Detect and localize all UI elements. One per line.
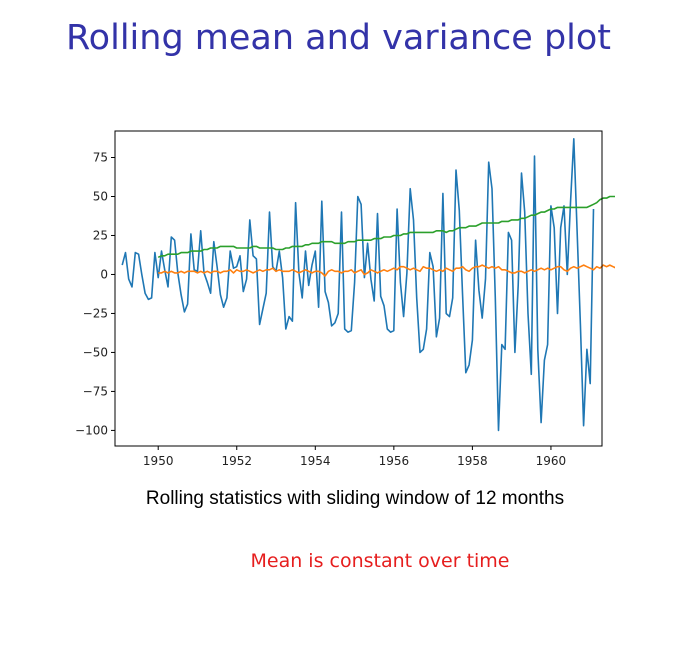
x-tick-label: 1950 [143,454,174,468]
series-layer [121,137,615,432]
y-tick-label: −25 [83,306,108,320]
slide-title: Rolling mean and variance plot [65,18,612,58]
observation-note: Mean is constant over time [250,550,510,572]
chart-caption: Rolling statistics with sliding window o… [145,488,565,509]
x-tick-label: 1958 [457,454,488,468]
x-tick-label: 1956 [379,454,410,468]
y-tick-label: 0 [100,267,108,281]
y-tick-label: −75 [83,384,108,398]
plot-frame [114,130,603,447]
rolling-stats-chart: 1950 1952 1954 1956 1958 1960 75 50 25 0 −25 −50 −7… [75,130,615,468]
series-line-1 [121,137,595,432]
y-tick-label: 75 [93,151,108,165]
y-tick-label: 25 [93,228,108,242]
x-tick-label: 1960 [536,454,567,468]
series-line-2 [158,264,615,277]
y-axis: 75 50 25 0 −25 −50 −75 −100 [75,151,115,437]
y-tick-label: −100 [75,423,108,437]
x-tick-label: 1954 [300,454,331,468]
x-axis: 1950 1952 1954 1956 1958 1960 [143,446,566,468]
series-line-3 [157,195,615,259]
y-tick-label: 50 [93,189,108,203]
x-tick-label: 1952 [221,454,252,468]
y-tick-label: −50 [83,345,108,359]
